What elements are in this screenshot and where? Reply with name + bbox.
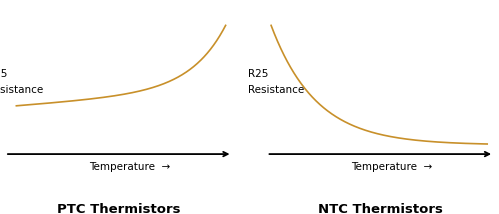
Text: Temperature  →: Temperature → [351, 162, 432, 172]
Text: Resistance: Resistance [249, 85, 304, 95]
Text: R25: R25 [249, 70, 269, 79]
Text: R25: R25 [0, 70, 7, 79]
Text: Resistance: Resistance [0, 85, 43, 95]
Text: NTC Thermistors: NTC Thermistors [318, 203, 443, 214]
Text: Temperature  →: Temperature → [89, 162, 171, 172]
Text: PTC Thermistors: PTC Thermistors [57, 203, 181, 214]
